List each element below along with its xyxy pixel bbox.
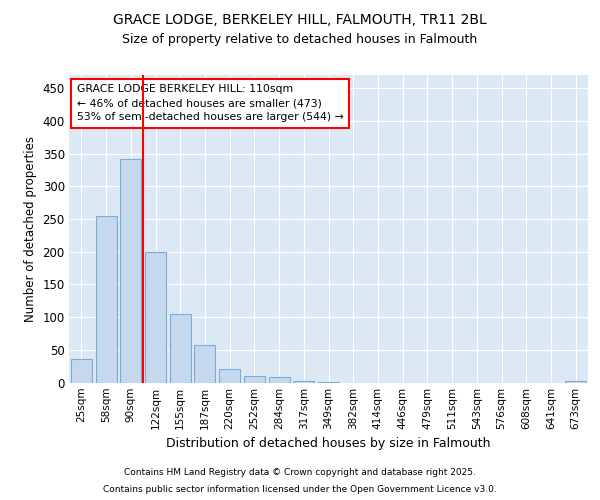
Bar <box>269 378 290 382</box>
Text: Contains public sector information licensed under the Open Government Licence v3: Contains public sector information licen… <box>103 484 497 494</box>
Bar <box>95 216 116 382</box>
Bar <box>170 314 191 382</box>
Bar <box>293 380 314 382</box>
Bar <box>120 158 141 382</box>
Bar <box>565 381 586 382</box>
Text: Contains HM Land Registry data © Crown copyright and database right 2025.: Contains HM Land Registry data © Crown c… <box>124 468 476 477</box>
Y-axis label: Number of detached properties: Number of detached properties <box>24 136 37 322</box>
Text: Size of property relative to detached houses in Falmouth: Size of property relative to detached ho… <box>122 32 478 46</box>
Bar <box>244 376 265 382</box>
X-axis label: Distribution of detached houses by size in Falmouth: Distribution of detached houses by size … <box>166 437 491 450</box>
Bar <box>219 370 240 382</box>
Bar <box>145 252 166 382</box>
Text: GRACE LODGE, BERKELEY HILL, FALMOUTH, TR11 2BL: GRACE LODGE, BERKELEY HILL, FALMOUTH, TR… <box>113 12 487 26</box>
Bar <box>71 359 92 382</box>
Bar <box>194 345 215 383</box>
Text: GRACE LODGE BERKELEY HILL: 110sqm
← 46% of detached houses are smaller (473)
53%: GRACE LODGE BERKELEY HILL: 110sqm ← 46% … <box>77 84 344 122</box>
